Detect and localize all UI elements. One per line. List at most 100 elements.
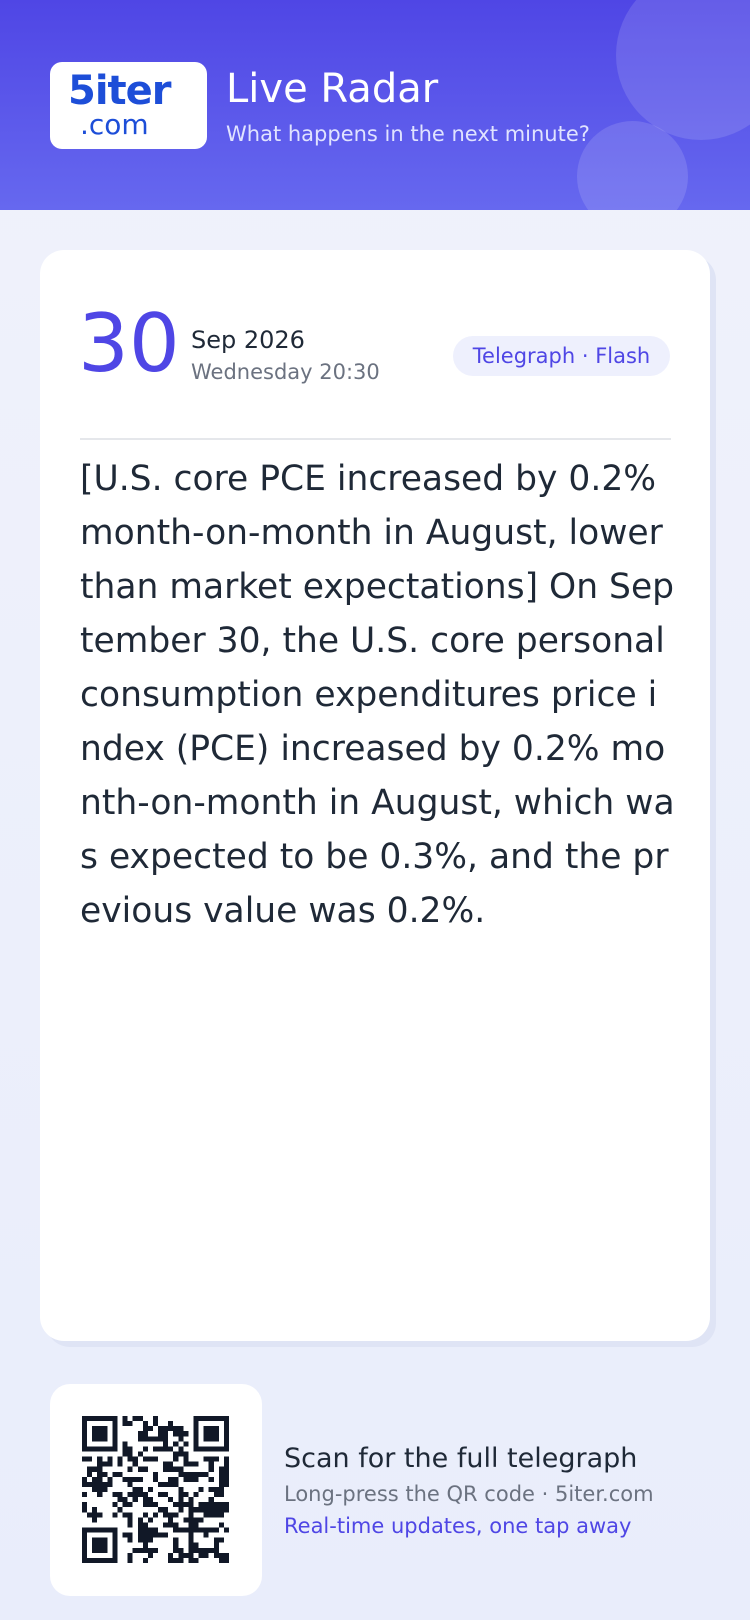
qr-module bbox=[97, 1476, 103, 1482]
qr-module bbox=[147, 1456, 153, 1462]
footer-link-text: Real-time updates, one tap away bbox=[284, 1514, 632, 1538]
qr-module bbox=[152, 1512, 159, 1518]
app-subtitle: What happens in the next minute? bbox=[226, 122, 590, 146]
qr-module bbox=[208, 1466, 214, 1472]
qr-module bbox=[188, 1476, 194, 1482]
qr-module bbox=[218, 1522, 224, 1528]
qr-module bbox=[127, 1492, 133, 1498]
qr-module bbox=[188, 1512, 194, 1518]
qr-module bbox=[223, 1481, 229, 1487]
qr-module bbox=[122, 1416, 128, 1422]
qr-module bbox=[223, 1456, 229, 1462]
qr-module bbox=[173, 1466, 179, 1472]
qr-module bbox=[112, 1471, 118, 1477]
qr-module bbox=[132, 1476, 138, 1482]
footer-title: Scan for the full telegraph bbox=[284, 1443, 638, 1474]
qr-module bbox=[218, 1486, 224, 1493]
qr-module bbox=[132, 1497, 138, 1503]
qr-module bbox=[213, 1552, 219, 1558]
qr-module bbox=[198, 1471, 204, 1477]
qr-module bbox=[137, 1431, 143, 1437]
qr-module bbox=[142, 1421, 148, 1427]
qr-module bbox=[213, 1502, 219, 1508]
header: 5iter .com Live Radar What happens in th… bbox=[0, 0, 750, 210]
qr-module bbox=[203, 1502, 209, 1508]
qr-module bbox=[193, 1461, 199, 1467]
qr-module bbox=[223, 1476, 229, 1482]
qr-module bbox=[112, 1512, 118, 1518]
qr-module bbox=[102, 1486, 108, 1493]
qr-module bbox=[178, 1431, 184, 1437]
qr-module bbox=[163, 1441, 169, 1447]
qr-module bbox=[97, 1486, 103, 1493]
qr-module bbox=[147, 1426, 153, 1432]
qr-module bbox=[127, 1512, 133, 1518]
qr-module bbox=[168, 1557, 174, 1563]
qr-module bbox=[163, 1466, 169, 1472]
qr-module bbox=[142, 1466, 148, 1472]
qr-module bbox=[188, 1522, 194, 1528]
qr-module bbox=[213, 1527, 219, 1533]
logo-main: 5iter bbox=[68, 68, 172, 114]
qr-module bbox=[208, 1512, 214, 1518]
qr-code bbox=[82, 1416, 229, 1563]
qr-module bbox=[223, 1527, 229, 1533]
qr-module bbox=[152, 1456, 159, 1462]
qr-module bbox=[163, 1461, 169, 1467]
qr-module bbox=[127, 1537, 133, 1543]
qr-module bbox=[183, 1451, 189, 1457]
logo: 5iter .com bbox=[50, 62, 207, 149]
qr-module bbox=[122, 1512, 128, 1518]
qr-module bbox=[183, 1461, 189, 1467]
qr-module bbox=[178, 1502, 184, 1508]
qr-module bbox=[203, 1552, 209, 1558]
qr-module bbox=[188, 1517, 194, 1523]
qr-module bbox=[102, 1471, 108, 1477]
qr-module bbox=[193, 1522, 199, 1528]
qr-module bbox=[82, 1502, 88, 1508]
qr-module bbox=[208, 1456, 214, 1462]
qr-module bbox=[137, 1476, 143, 1482]
qr-module bbox=[142, 1426, 148, 1432]
qr-module bbox=[142, 1497, 148, 1503]
qr-module bbox=[208, 1547, 214, 1553]
divider bbox=[80, 438, 671, 440]
qr-module bbox=[193, 1492, 199, 1498]
qr-module bbox=[218, 1552, 224, 1558]
qr-module bbox=[183, 1502, 189, 1508]
qr-module bbox=[173, 1451, 179, 1457]
qr-module bbox=[127, 1502, 133, 1508]
qr-module bbox=[158, 1431, 164, 1437]
qr-module bbox=[163, 1507, 169, 1513]
qr-module bbox=[213, 1486, 219, 1493]
qr-module bbox=[168, 1466, 174, 1472]
qr-module bbox=[178, 1471, 184, 1477]
qr-module bbox=[173, 1547, 179, 1553]
qr-module bbox=[82, 1456, 88, 1462]
qr-module bbox=[147, 1532, 153, 1538]
qr-module bbox=[198, 1527, 204, 1533]
qr-module bbox=[178, 1436, 184, 1442]
qr-module bbox=[218, 1492, 224, 1498]
qr-module bbox=[188, 1461, 194, 1467]
qr-module bbox=[92, 1466, 98, 1472]
qr-module bbox=[173, 1527, 179, 1533]
qr-module bbox=[132, 1486, 138, 1493]
qr-module bbox=[188, 1497, 194, 1503]
qr-module bbox=[137, 1451, 143, 1457]
qr-module bbox=[147, 1552, 153, 1558]
qr-module bbox=[87, 1471, 93, 1477]
qr-module bbox=[203, 1507, 209, 1513]
qr-module bbox=[218, 1466, 224, 1472]
qr-module bbox=[82, 1481, 88, 1487]
qr-module bbox=[168, 1512, 174, 1518]
qr-module bbox=[178, 1426, 184, 1432]
qr-module bbox=[163, 1426, 169, 1432]
qr-module bbox=[183, 1441, 189, 1447]
qr-module bbox=[92, 1512, 98, 1518]
qr-module bbox=[173, 1431, 179, 1437]
qr-module bbox=[188, 1547, 194, 1553]
qr-module bbox=[127, 1532, 133, 1538]
qr-module bbox=[147, 1486, 153, 1493]
